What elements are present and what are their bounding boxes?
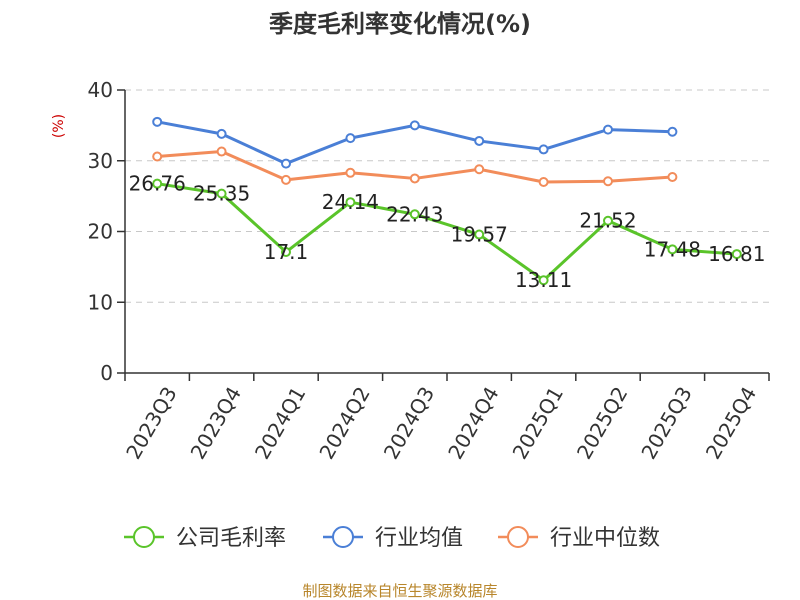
series <box>152 116 742 286</box>
legend-marker <box>332 526 354 548</box>
data-label: 25.35 <box>193 182 250 206</box>
data-point <box>538 176 549 187</box>
data-label: 16.81 <box>708 242 765 266</box>
x-tick-label: 2024Q3 <box>379 383 439 464</box>
data-point <box>216 188 227 199</box>
data-point <box>667 244 678 255</box>
legend-item[interactable]: 公司毛利率 <box>124 526 286 551</box>
data-point <box>667 126 678 137</box>
data-label: 24.14 <box>322 190 379 214</box>
y-tick-label: 0 <box>100 361 113 385</box>
x-tick-label: 2025Q4 <box>701 383 761 464</box>
x-tick-label: 2025Q3 <box>636 383 696 464</box>
data-point <box>603 215 613 226</box>
legend-marker <box>507 526 529 548</box>
data-point <box>409 209 420 220</box>
legend-item[interactable]: 行业均值 <box>323 526 463 551</box>
x-tick-label: 2023Q3 <box>121 383 181 464</box>
data-point <box>603 124 613 135</box>
data-point <box>603 176 613 187</box>
data-point <box>281 174 291 185</box>
x-tick-label: 2023Q4 <box>186 383 246 464</box>
y-tick-label: 20 <box>88 220 113 244</box>
legend[interactable]: 公司毛利率 行业均值 行业中位数 <box>124 526 660 551</box>
data-point <box>538 275 549 286</box>
data-point <box>474 135 485 146</box>
data-label: 22.43 <box>386 202 443 226</box>
source-note: 制图数据来自恒生聚源数据库 <box>302 582 497 600</box>
data-point <box>409 120 420 131</box>
data-point <box>667 172 678 183</box>
data-point <box>345 167 356 178</box>
x-tick-label: 2024Q1 <box>250 383 310 464</box>
series-line <box>156 182 737 282</box>
legend-label: 行业中位数 <box>550 526 660 551</box>
chart-title: 季度毛利率变化情况(%) <box>269 10 531 38</box>
data-label: 26.76 <box>129 172 186 196</box>
data-point <box>345 133 356 144</box>
data-point <box>731 249 742 260</box>
legend-label: 行业均值 <box>375 526 463 551</box>
y-tick-label: 30 <box>88 149 113 173</box>
data-point <box>216 128 227 139</box>
data-label: 13.11 <box>515 268 572 292</box>
data-point <box>216 146 227 157</box>
x-tick-label: 2025Q1 <box>508 383 568 464</box>
y-tick-label: 10 <box>88 290 113 314</box>
data-point <box>281 158 291 169</box>
y-axis-unit: (%) <box>51 114 67 138</box>
legend-item[interactable]: 行业中位数 <box>498 526 660 551</box>
x-tick-label: 2025Q2 <box>572 383 632 464</box>
legend-marker <box>133 526 155 548</box>
grid <box>125 89 769 303</box>
data-point <box>474 229 485 240</box>
data-point <box>152 151 163 162</box>
data-labels: 26.76 25.35 17.1 24.14 22.43 19.57 13.11 21.52 1… <box>129 172 766 293</box>
data-point <box>152 116 163 127</box>
x-tick-label: 2024Q4 <box>443 383 503 464</box>
data-point <box>281 247 291 258</box>
data-label: 19.57 <box>451 223 508 247</box>
data-label: 21.52 <box>579 209 636 233</box>
data-point <box>538 144 549 155</box>
y-tick-label: 40 <box>88 78 113 102</box>
x-tick-label: 2024Q2 <box>314 383 374 464</box>
data-label: 17.48 <box>644 237 701 261</box>
data-label: 17.1 <box>264 240 309 264</box>
data-point <box>474 164 485 175</box>
data-point <box>345 197 356 208</box>
data-point <box>152 178 163 189</box>
legend-label: 公司毛利率 <box>176 526 286 551</box>
data-point <box>409 173 420 184</box>
